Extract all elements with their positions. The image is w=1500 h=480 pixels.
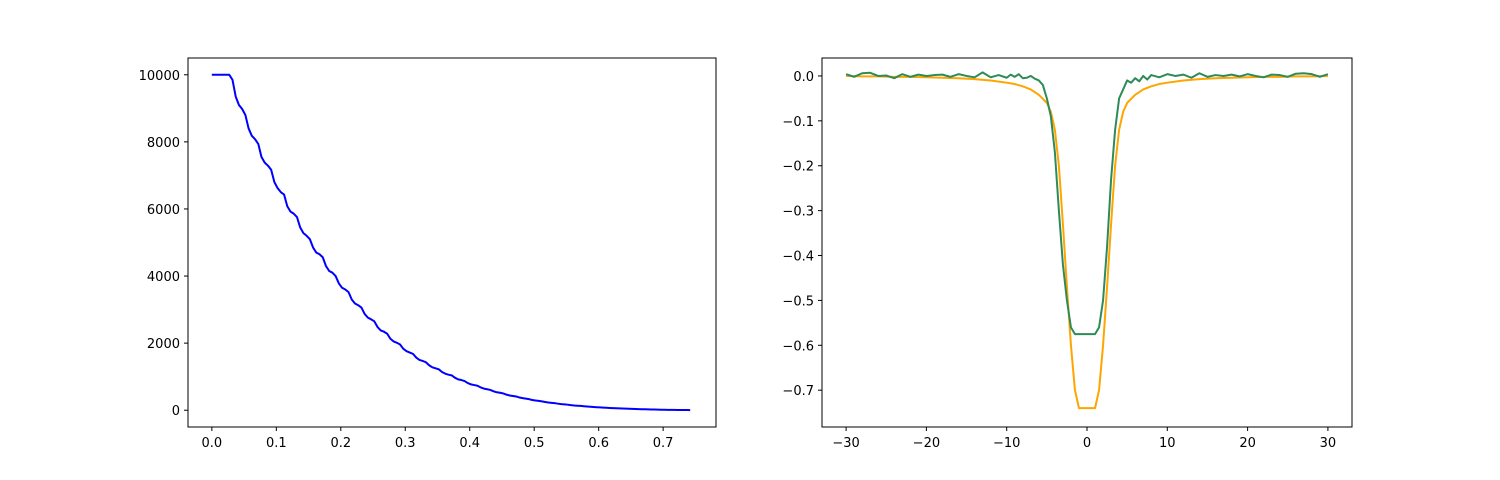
x-tick-label: 0.2 <box>330 436 351 451</box>
y-tick-label: −0.6 <box>782 339 814 354</box>
y-tick-label: 0 <box>172 404 180 419</box>
x-tick-label: −10 <box>993 436 1020 451</box>
y-tick-label: −0.5 <box>782 294 814 309</box>
y-tick-label: 10000 <box>139 69 180 84</box>
y-tick-label: −0.3 <box>782 205 814 220</box>
y-tick-label: 0.0 <box>793 70 814 85</box>
left-line-chart: 0.0 0.1 0.2 0.3 0.4 0.5 0.6 0.7 0 2000 4000 6000 800… <box>139 57 717 451</box>
x-tick-label: 0.1 <box>266 436 287 451</box>
x-tick-label: 0.3 <box>395 436 416 451</box>
x-tick-label: 0.5 <box>524 436 545 451</box>
x-tick-label: 0.4 <box>459 436 480 451</box>
y-tick-label: 2000 <box>147 337 180 352</box>
x-tick-label: 0.6 <box>588 436 609 451</box>
left-blue-series <box>211 73 691 412</box>
y-tick-label: −0.7 <box>782 384 814 399</box>
x-tick-label: 20 <box>1239 436 1256 451</box>
right-orange-model-series <box>846 74 1328 410</box>
x-tick-label: 0.0 <box>202 436 223 451</box>
x-tick-label: 0.7 <box>653 436 674 451</box>
x-tick-label: 10 <box>1159 436 1176 451</box>
axes-frame <box>187 57 717 428</box>
axes-frame <box>821 57 1353 428</box>
x-tick-label: 0 <box>1083 436 1091 451</box>
x-tick-label: −30 <box>832 436 859 451</box>
y-tick-label: 8000 <box>147 136 180 151</box>
y-tick-label: −0.4 <box>782 250 814 265</box>
right-green-data-series <box>845 71 1329 336</box>
y-tick-label: −0.1 <box>782 115 814 130</box>
right-line-chart: −30 −20 −10 0 10 20 30 0.0 −0.1 −0.2 −0.3 −0.4 −0.5 −… <box>782 57 1353 451</box>
x-tick-label: 30 <box>1320 436 1337 451</box>
plot-area <box>211 73 691 412</box>
y-tick-label: 4000 <box>147 270 180 285</box>
y-tick-label: −0.2 <box>782 160 814 175</box>
y-tick-label: 6000 <box>147 203 180 218</box>
plot-area <box>845 71 1329 410</box>
x-tick-label: −20 <box>913 436 940 451</box>
